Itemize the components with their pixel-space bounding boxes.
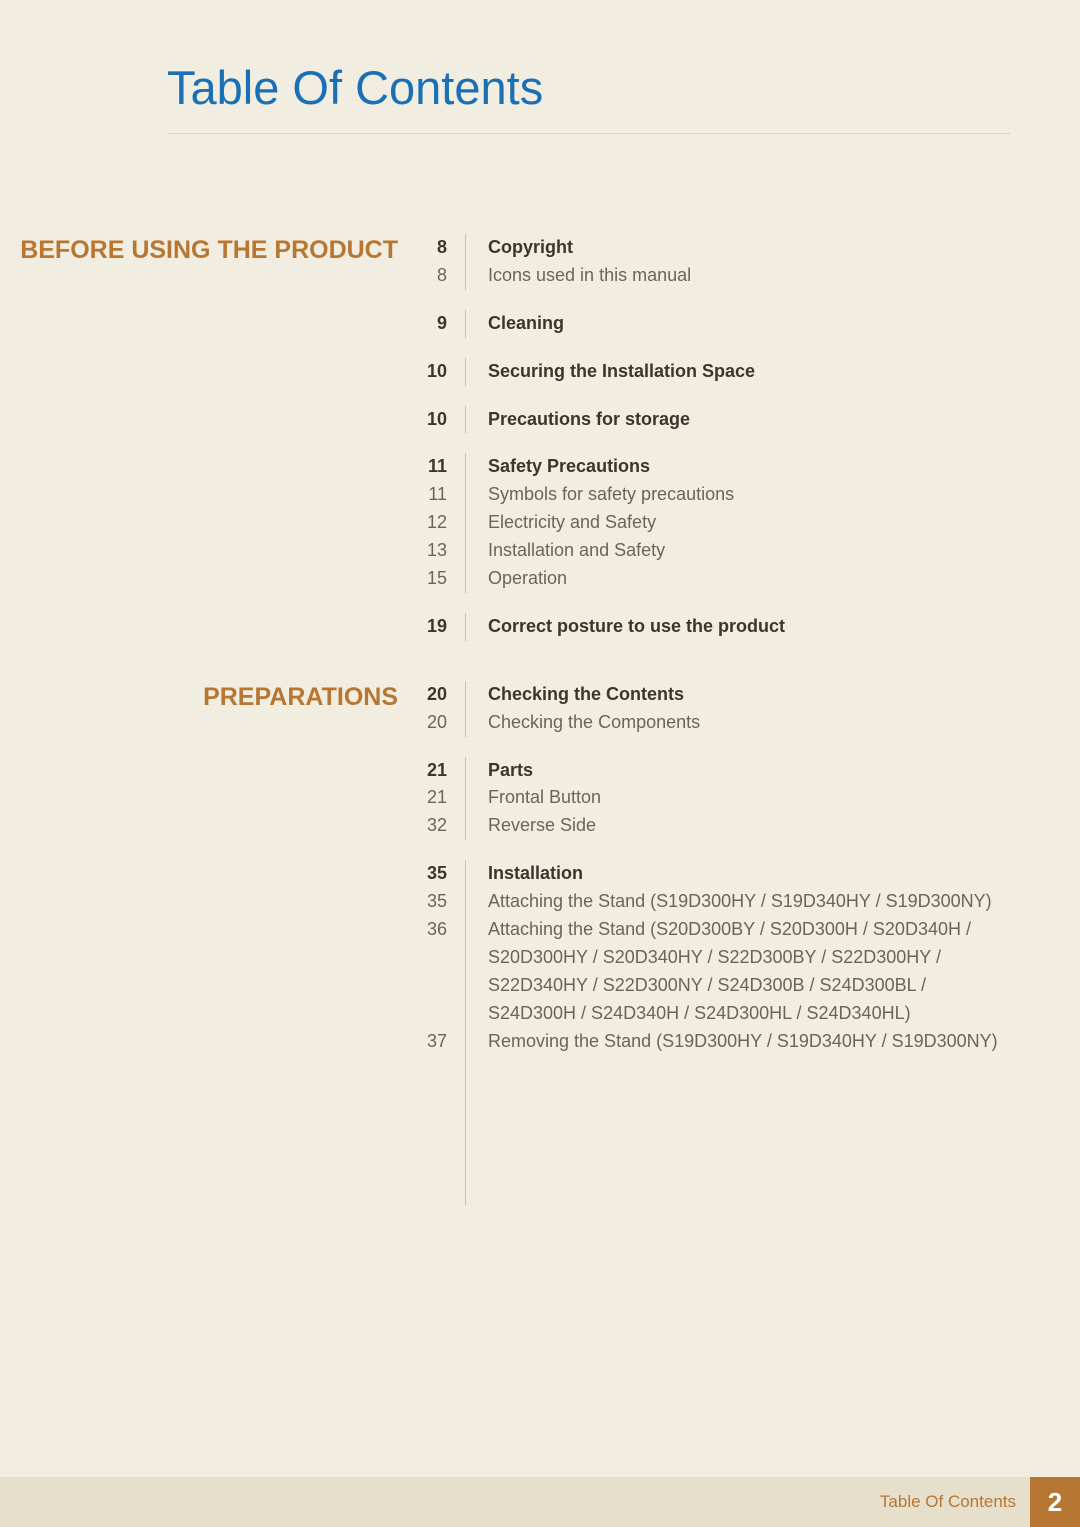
toc-item-text: Electricity and Safety [488,509,666,537]
toc-item[interactable]: 20 Checking the Components [420,709,1010,737]
toc-page-number: 35 [420,860,465,888]
toc-item[interactable]: 10 Securing the Installation Space [420,358,1010,386]
toc-item-divider [465,757,466,785]
toc-item-divider [465,453,466,481]
toc-page-number: 37 [420,1028,465,1056]
section-label: BEFORE USING THE PRODUCT [0,234,420,641]
toc-item-divider [465,537,466,565]
toc-page-number: 10 [420,358,465,386]
toc-item[interactable]: 8 Copyright [420,234,1010,262]
toc-item-divider [465,234,466,262]
footer-label: Table Of Contents [880,1492,1030,1512]
toc-page-number: 20 [420,709,465,737]
footer-bar: Table Of Contents 2 [0,1477,1080,1527]
toc-item-divider [465,812,466,840]
toc-item[interactable]: 12 Electricity and Safety [420,509,1010,537]
toc-page-number: 8 [420,262,465,290]
toc-item[interactable]: 9 Cleaning [420,310,1010,338]
toc-item-divider [465,481,466,509]
toc-item-text: Cleaning [488,310,574,338]
toc-item[interactable]: 20 Checking the Contents [420,681,1010,709]
toc-item-text: Securing the Installation Space [488,358,765,386]
toc-item-divider [465,565,466,593]
toc-section: PREPARATIONS20 Checking the Contents 20 Che… [0,681,1010,1056]
toc-item-text: Copyright [488,234,583,262]
toc-page-number: 19 [420,613,465,641]
toc-page-number: 12 [420,509,465,537]
toc-item-divider [465,509,466,537]
toc-section: BEFORE USING THE PRODUCT8 Copyright 8 Icons… [0,234,1010,641]
toc-item-divider [465,613,466,641]
toc-item[interactable]: 15 Operation [420,565,1010,593]
toc-item-text: Correct posture to use the product [488,613,795,641]
toc-item-text: Frontal Button [488,784,611,812]
toc-page-number: 35 [420,888,465,916]
page-title: Table Of Contents [0,0,1080,133]
toc-item[interactable]: 13 Installation and Safety [420,537,1010,565]
toc-page-number: 36 [420,916,465,944]
toc-page-number: 11 [420,481,465,509]
toc-item-text: Removing the Stand (S19D300HY / S19D340H… [488,1028,1008,1056]
toc-item-text: Attaching the Stand (S20D300BY / S20D300… [488,916,1010,1028]
toc-item-divider [465,310,466,338]
toc-page-number: 21 [420,784,465,812]
toc-item-divider [465,916,466,1028]
toc-item[interactable]: 35 Installation [420,860,1010,888]
toc-item[interactable]: 8 Icons used in this manual [420,262,1010,290]
toc-item-divider [465,406,466,434]
toc-item-text: Checking the Components [488,709,710,737]
toc-item[interactable]: 32 Reverse Side [420,812,1010,840]
toc-page-number: 15 [420,565,465,593]
toc-item[interactable]: 11 Symbols for safety precautions [420,481,1010,509]
toc-item[interactable]: 11 Safety Precautions [420,453,1010,481]
toc-item-divider [465,888,466,916]
toc-content: BEFORE USING THE PRODUCT8 Copyright 8 Icons… [0,134,1080,1055]
toc-item-text: Reverse Side [488,812,606,840]
toc-item-divider [465,784,466,812]
toc-item-text: Installation [488,860,593,888]
toc-page-number: 9 [420,310,465,338]
toc-page-number: 21 [420,757,465,785]
toc-item-divider [465,358,466,386]
toc-item[interactable]: 19 Correct posture to use the product [420,613,1010,641]
toc-column: 20 Checking the Contents 20 Checking the Co… [420,681,1010,1056]
toc-item-divider [465,1028,466,1056]
toc-item-text: Operation [488,565,577,593]
toc-item[interactable]: 36 Attaching the Stand (S20D300BY / S20D3… [420,916,1010,1028]
toc-page-number: 13 [420,537,465,565]
toc-item-divider [465,860,466,888]
toc-item[interactable]: 21 Frontal Button [420,784,1010,812]
toc-item-divider [465,262,466,290]
toc-item-text: Symbols for safety precautions [488,481,744,509]
toc-page-number: 10 [420,406,465,434]
toc-item[interactable]: 10 Precautions for storage [420,406,1010,434]
toc-vertical-tail [465,1055,466,1205]
footer-page-number: 2 [1030,1477,1080,1527]
toc-item-divider [465,681,466,709]
toc-page-number: 32 [420,812,465,840]
toc-item-text: Parts [488,757,543,785]
toc-item-text: Installation and Safety [488,537,675,565]
toc-item-text: Attaching the Stand (S19D300HY / S19D340… [488,888,1002,916]
toc-page-number: 11 [420,453,465,481]
toc-page-number: 8 [420,234,465,262]
toc-item-text: Checking the Contents [488,681,694,709]
section-label: PREPARATIONS [0,681,420,1056]
toc-page-number: 20 [420,681,465,709]
toc-item-text: Precautions for storage [488,406,700,434]
toc-item-text: Icons used in this manual [488,262,701,290]
toc-column: 8 Copyright 8 Icons used in this manual 9 Cle… [420,234,1010,641]
toc-item[interactable]: 37 Removing the Stand (S19D300HY / S19D34… [420,1028,1010,1056]
toc-item[interactable]: 35 Attaching the Stand (S19D300HY / S19D3… [420,888,1010,916]
toc-item-divider [465,709,466,737]
toc-item-text: Safety Precautions [488,453,660,481]
toc-item[interactable]: 21 Parts [420,757,1010,785]
